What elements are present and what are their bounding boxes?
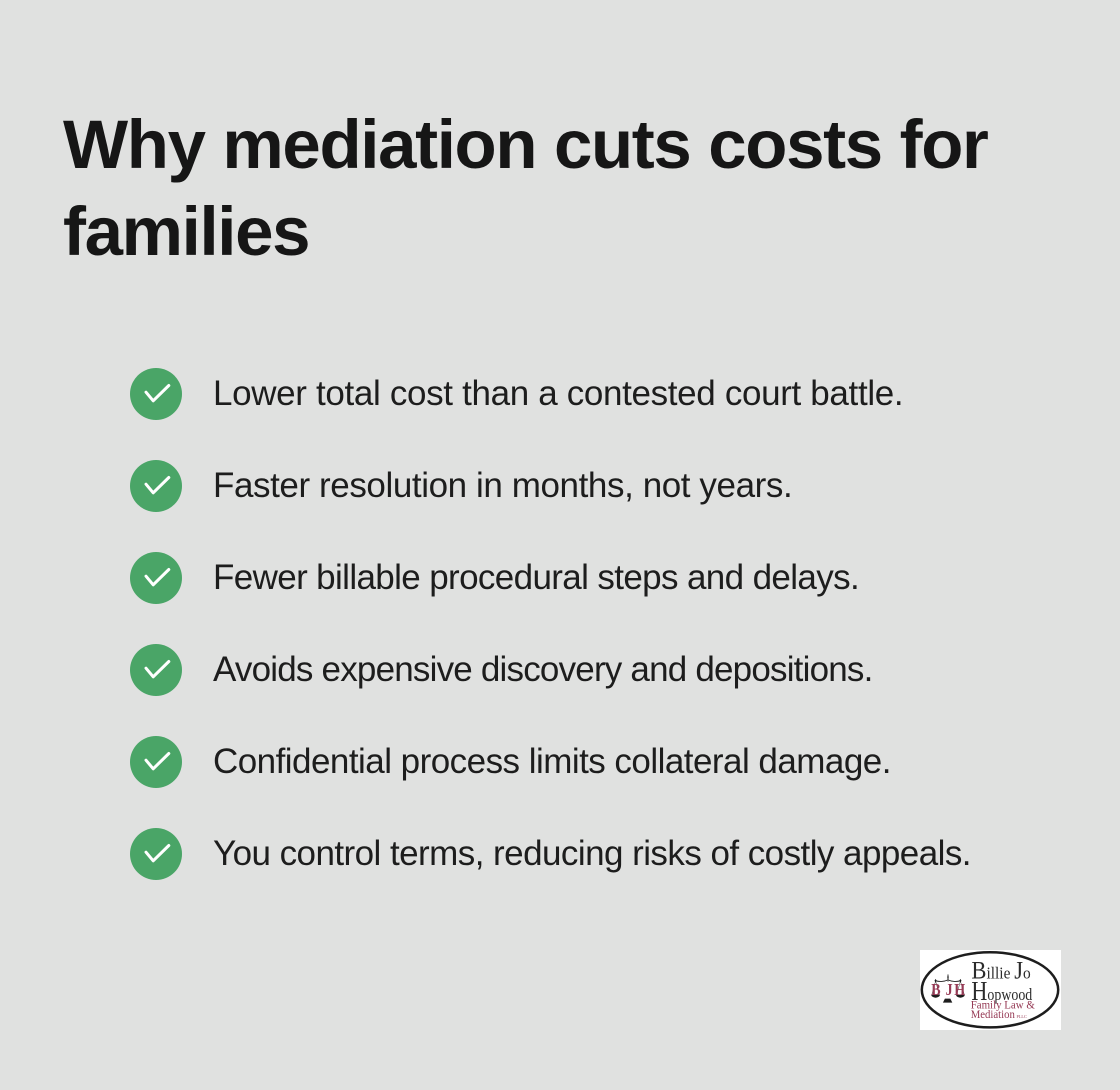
svg-text:H: H xyxy=(954,981,965,999)
svg-text:Mediation: Mediation xyxy=(971,1009,1016,1021)
svg-text:Billie Jo: Billie Jo xyxy=(971,957,1030,984)
svg-text:B: B xyxy=(931,981,940,999)
svg-text:Family Law &: Family Law & xyxy=(971,999,1035,1011)
svg-text:J: J xyxy=(946,981,953,999)
svg-text:PLLC: PLLC xyxy=(1017,1014,1027,1019)
